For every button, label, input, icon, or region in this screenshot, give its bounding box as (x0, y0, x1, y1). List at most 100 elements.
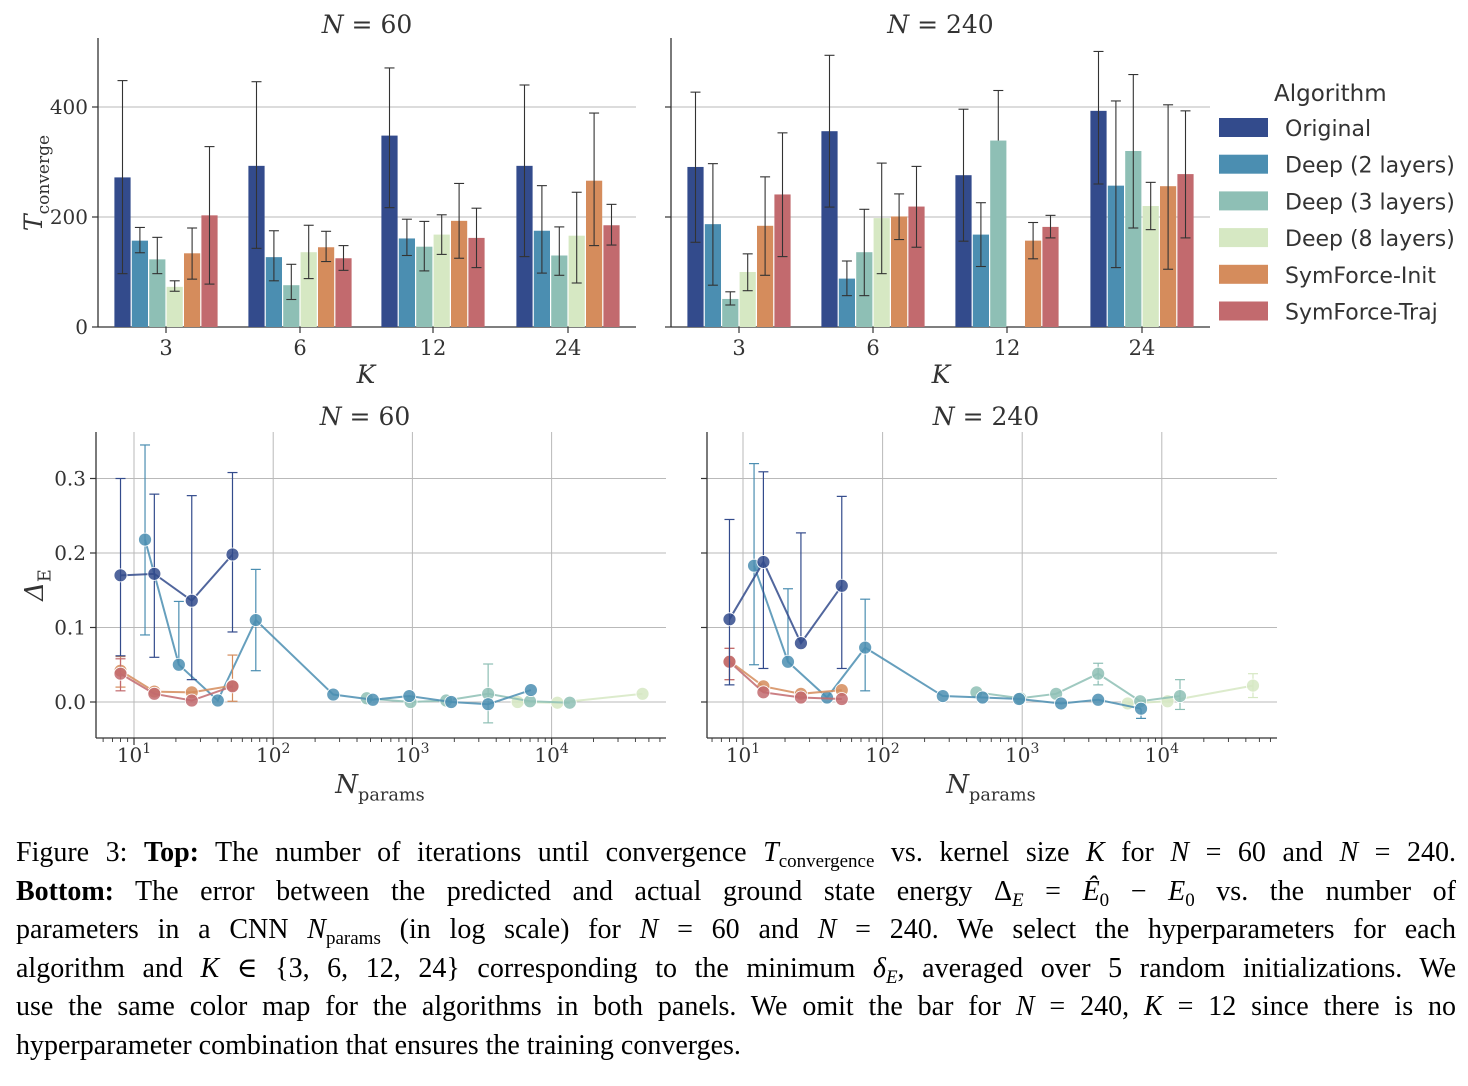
legend-label-deep-2-layers: Deep (2 layers) (1285, 154, 1455, 179)
panel-title: N = 60 (321, 10, 413, 39)
series-line-deep-2-layers (753, 565, 1142, 710)
point-original (225, 547, 240, 562)
point-deep-8-layers (635, 686, 650, 701)
x-tick-label: 24 (555, 336, 582, 360)
caption-bottom-label: Bottom: (16, 875, 114, 907)
series-line-original (120, 553, 234, 603)
bar-deep-8-layers-k12 (433, 234, 450, 327)
point-deep-3-layers (1173, 689, 1187, 703)
point-deep-2-layers (444, 695, 459, 709)
legend-label-deep-3-layers: Deep (3 layers) (1285, 190, 1455, 215)
bar-symforce-traj-k12 (468, 237, 485, 327)
figure-3: Algorithm Original Deep (2 layers) Deep (3… (19, 10, 1455, 805)
point-deep-2-layers (326, 687, 341, 702)
series-line-deep-3-layers (976, 672, 1181, 703)
point-original (834, 578, 849, 593)
bar-deep-3-layers-k3 (722, 298, 739, 327)
bar-deep-2-layers-k6 (838, 278, 855, 327)
x-axis-label: Nparams (334, 770, 424, 805)
bar-symforce-init-k24 (586, 180, 603, 327)
point-symforce-traj (756, 685, 771, 700)
point-original (794, 636, 808, 651)
point-deep-2-layers (935, 689, 950, 703)
series-line-symforce-traj (728, 661, 842, 701)
bar-original-k6 (821, 131, 838, 327)
point-deep-2-layers (248, 613, 263, 627)
bar-symforce-init-k3 (757, 225, 774, 327)
point-deep-3-layers (1091, 666, 1106, 681)
caption-line-3: parameters in a CNN Nparams (in log scal… (16, 914, 1457, 950)
bar-deep-3-layers-k12 (990, 140, 1007, 327)
bar-deep-8-layers-k6 (300, 252, 317, 327)
legend-swatch-deep-2-layers (1219, 154, 1268, 174)
point-original (113, 568, 128, 583)
bar-deep-8-layers-k24 (1142, 206, 1159, 327)
legend: Algorithm Original Deep (2 layers) Deep (3… (1219, 81, 1455, 326)
x-axis-label: K (356, 360, 377, 389)
bar-deep-3-layers-k24 (551, 255, 568, 327)
bar-symforce-init-k3 (184, 253, 201, 327)
legend-swatch-symforce-traj (1219, 301, 1268, 321)
y-tick-label: 400 (50, 95, 88, 119)
caption-line-5: use the same color map for the algorithm… (16, 991, 1456, 1023)
point-deep-8-layers (1246, 678, 1260, 693)
scatter-chart-n240: 101 102 103 104 N = 240 Nparams (701, 402, 1277, 805)
point-deep-2-layers (1091, 692, 1106, 707)
bar-deep-8-layers-k3 (166, 286, 183, 327)
legend-label-symforce-init: SymForce-Init (1285, 264, 1436, 289)
legend-swatch-deep-3-layers (1219, 191, 1268, 211)
point-symforce-traj (184, 693, 199, 708)
point-original (756, 555, 771, 569)
series-line-symforce-init (119, 669, 233, 694)
bar-chart-n240: 3 6 12 24 N = 240 K (665, 10, 1210, 389)
bar-chart-n60: 0 200 400 3 6 12 24 N = 60 K Tconverge (19, 10, 636, 389)
x-tick-label: 104 (534, 741, 568, 767)
legend-title: Algorithm (1274, 81, 1387, 107)
panel-title: N = 60 (319, 402, 411, 431)
y-tick-label: 0.2 (54, 541, 86, 565)
bar-original-k12 (955, 175, 972, 327)
point-deep-2-layers (210, 693, 225, 708)
point-deep-8-layers (1120, 696, 1135, 711)
series-line-deep-2-layers (144, 539, 532, 706)
bar-deep-2-layers-k12 (398, 238, 415, 327)
point-original (184, 593, 199, 608)
point-deep-2-layers (1134, 701, 1148, 716)
legend-label-deep-8-layers: Deep (8 layers) (1285, 227, 1455, 252)
y-tick-label: 200 (50, 205, 88, 229)
x-tick-label: 3 (732, 336, 745, 360)
point-deep-2-layers (858, 640, 873, 655)
x-tick-label: 24 (1129, 336, 1156, 360)
legend-swatch-original (1219, 118, 1268, 137)
legend-label-original: Original (1285, 117, 1371, 142)
caption-line-4: algorithm and K ∈ {3, 6, 12, 24} corresp… (16, 952, 1457, 988)
x-tick-label: 103 (1005, 741, 1039, 767)
x-axis-label: Nparams (945, 770, 1035, 805)
caption-figure-label: Figure 3: (16, 837, 128, 868)
x-tick-label: 101 (726, 741, 760, 767)
point-deep-2-layers (1012, 692, 1026, 706)
bar-deep-2-layers-k3 (131, 240, 148, 327)
scatter-chart-n60: 0.0 0.1 0.2 0.3 101 102 103 104 N = 60 Nparams ΔE (20, 402, 666, 805)
x-tick-label: 103 (395, 741, 429, 767)
bar-deep-2-layers-k12 (972, 234, 989, 327)
x-tick-label: 6 (293, 336, 306, 360)
caption-line-2: Bottom: The error between the predicted … (16, 875, 1456, 911)
legend-swatch-symforce-init (1219, 264, 1268, 284)
bar-symforce-init-k6 (891, 216, 908, 327)
legend-label-symforce-traj: SymForce-Traj (1285, 301, 1438, 326)
series-line-symforce-traj (119, 672, 233, 702)
y-axis-label: Tconverge (19, 135, 54, 231)
point-symforce-traj (834, 692, 849, 706)
point-deep-2-layers (781, 654, 795, 669)
y-tick-label: 0 (75, 315, 88, 339)
y-tick-label: 0.3 (54, 467, 86, 491)
bar-original-k24 (1090, 110, 1107, 327)
point-deep-3-layers (562, 695, 577, 710)
bar-symforce-init-k12 (451, 220, 468, 327)
bar-original-k3 (687, 166, 704, 327)
point-deep-2-layers (523, 683, 538, 697)
x-tick-label: 12 (994, 336, 1021, 360)
bar-symforce-traj-k3 (774, 194, 791, 327)
y-axis-label: ΔE (20, 569, 55, 602)
